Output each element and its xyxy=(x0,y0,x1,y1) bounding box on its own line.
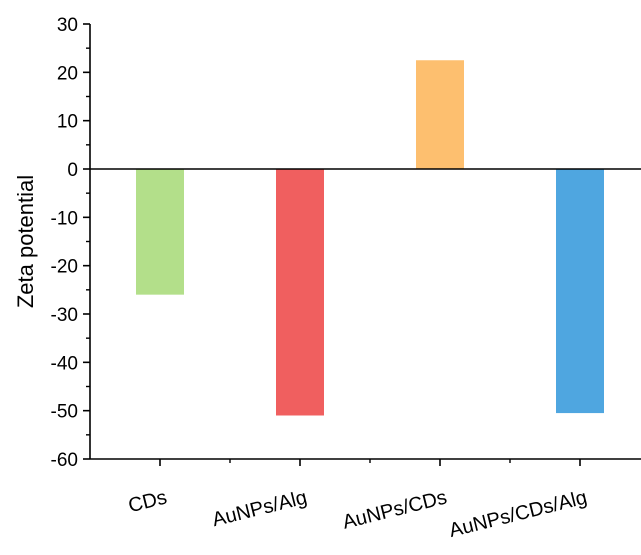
bar xyxy=(136,169,184,295)
y-tick-label: 0 xyxy=(67,160,78,181)
x-category-label: CDs xyxy=(126,487,169,518)
bars-layer xyxy=(136,60,604,416)
y-tick-label: -10 xyxy=(51,208,78,229)
y-tick-label: 30 xyxy=(57,15,78,36)
bar xyxy=(556,169,604,414)
y-tick-label: -30 xyxy=(51,305,78,326)
x-category-label: AuNPs/CDs xyxy=(340,487,449,534)
y-tick-label: -60 xyxy=(51,450,78,471)
bar xyxy=(276,169,324,416)
y-tick-label: -50 xyxy=(51,402,78,423)
x-category-label: AuNPs/CDs/Alg xyxy=(447,487,589,542)
bar xyxy=(416,60,464,169)
y-tick-label: 10 xyxy=(57,112,78,133)
y-axis-title: Zeta potential xyxy=(13,175,38,308)
y-tick-label: 20 xyxy=(57,63,78,84)
y-tick-label: -40 xyxy=(51,353,78,374)
x-category-label: AuNPs/Alg xyxy=(210,487,309,532)
y-tick-label: -20 xyxy=(51,257,78,278)
y-axis-ticks: 30 20 10 0 -10 -20 -30 -40 -50 -60 xyxy=(51,15,90,471)
